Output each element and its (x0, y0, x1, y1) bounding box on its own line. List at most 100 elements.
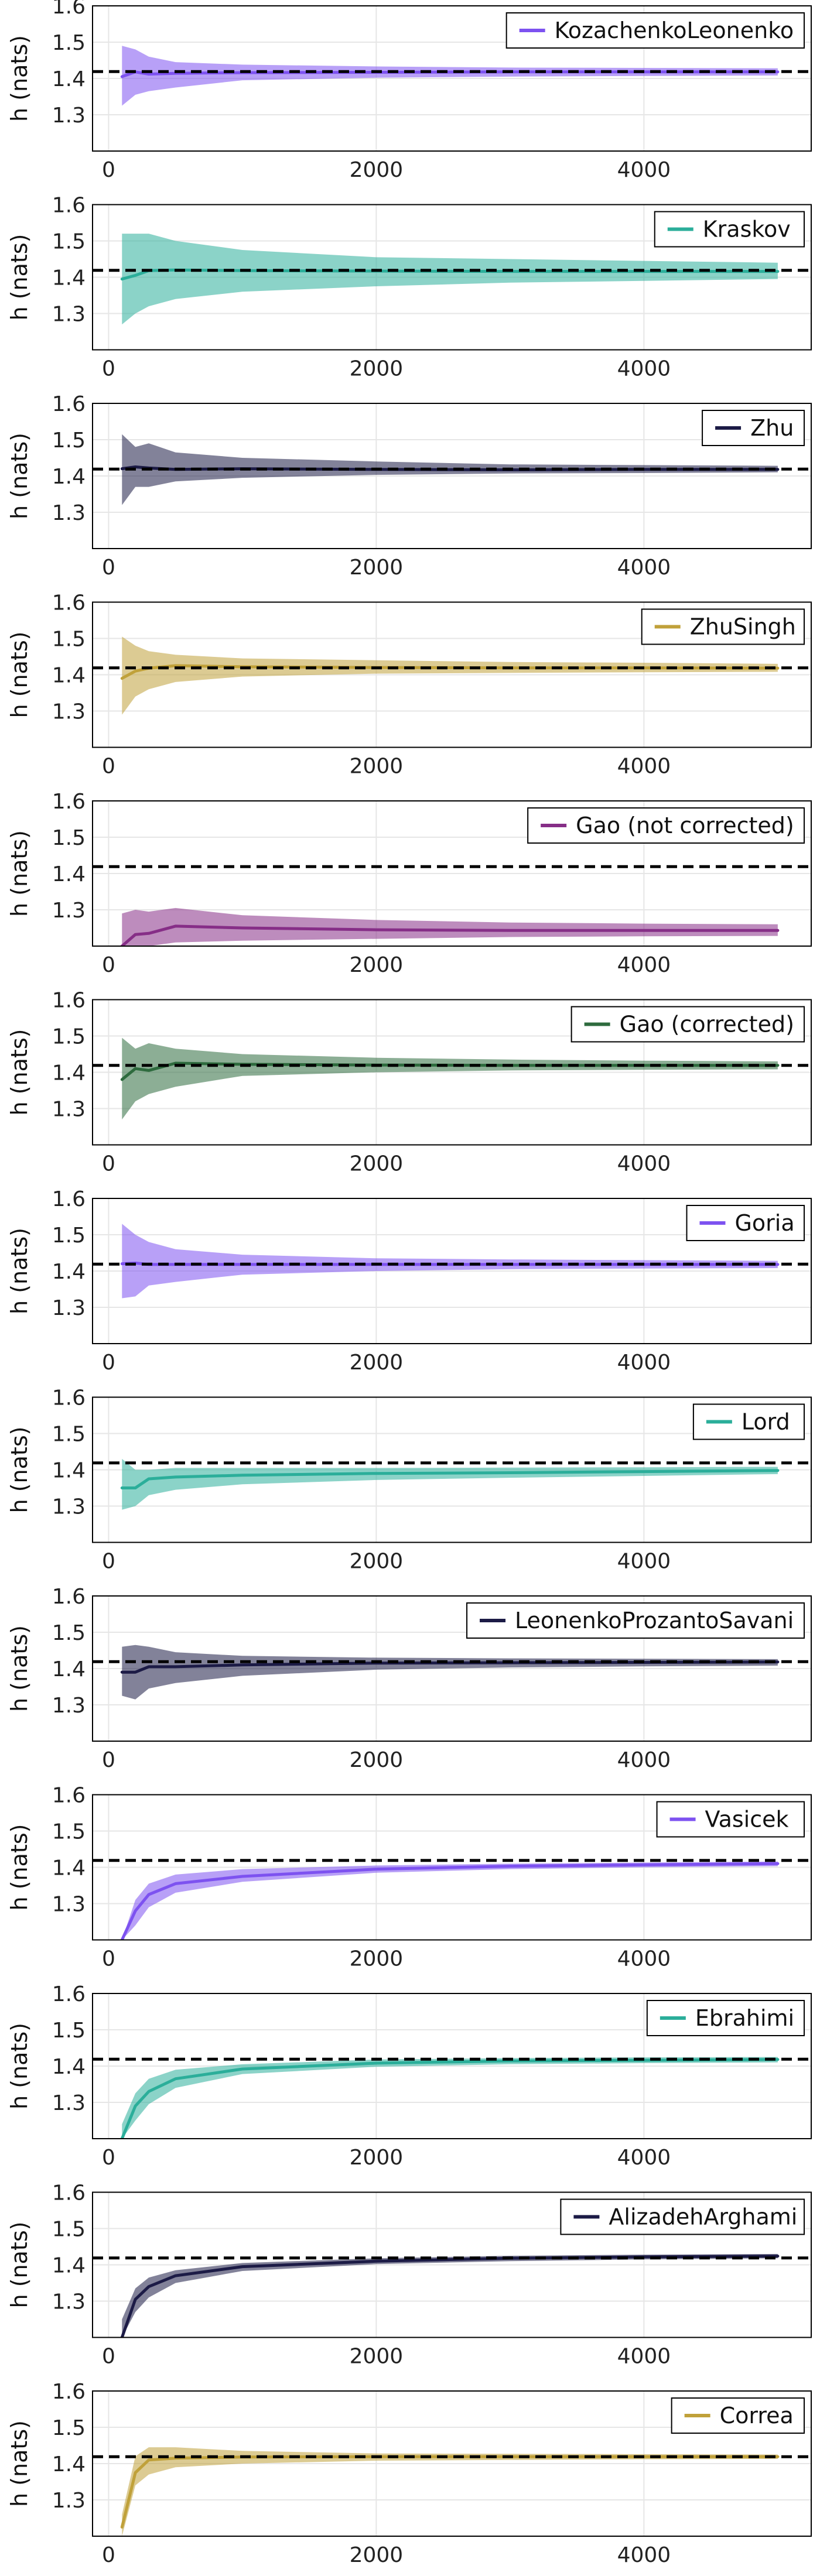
y-tick-label: 1.6 (52, 1187, 86, 1211)
y-tick-label: 1.3 (52, 501, 86, 525)
mean-data-point (241, 2067, 244, 2071)
plot-contents (120, 1458, 780, 1510)
mean-series-line (120, 2058, 780, 2139)
y-tick-label: 1.5 (52, 628, 86, 652)
y-tick-label: 1.6 (52, 591, 86, 615)
legend: Correa (671, 2397, 805, 2434)
x-tick-label: 2000 (350, 1351, 404, 1375)
confidence-band (122, 234, 778, 325)
x-tick-label: 0 (102, 357, 115, 381)
x-tick-label: 4000 (617, 2146, 671, 2170)
x-tick-label: 0 (102, 953, 115, 977)
legend: Gao (not corrected) (527, 807, 805, 844)
confidence-band (122, 1645, 778, 1700)
axes-frame (92, 2191, 812, 2338)
mean-data-point (120, 677, 124, 680)
confidence-band (122, 1224, 778, 1299)
legend-label: Zhu (750, 415, 794, 441)
legend-label: ZhuSingh (690, 614, 796, 640)
y-tick-label: 1.5 (52, 429, 86, 453)
chart-panel-9: 1.3 1.4 1.5 1.6 0 2000 4000 h (nats) LeonenkoPro… (6, 1585, 812, 1772)
mean-data-point (147, 1893, 151, 1896)
axes-frame (92, 1993, 812, 2139)
y-tick-label: 1.4 (52, 1657, 86, 1681)
x-tick-label: 2000 (350, 2345, 404, 2369)
plot-contents (120, 907, 780, 946)
legend-label: Gao (not corrected) (576, 813, 794, 838)
x-tick-label: 2000 (350, 1152, 404, 1176)
x-tick-label: 4000 (617, 755, 671, 779)
y-tick-label: 1.6 (52, 0, 86, 19)
y-axis-label: h (nats) (6, 35, 32, 122)
chart-panel-6: 1.3 1.4 1.5 1.6 0 2000 4000 h (nats) Gao (correc… (6, 989, 812, 1176)
mean-data-point (134, 2471, 137, 2475)
x-tick-label: 2000 (350, 556, 404, 580)
y-tick-label: 1.5 (52, 1025, 86, 1049)
legend-box (527, 807, 805, 844)
y-axis-label: h (nats) (6, 2023, 32, 2109)
x-tick-label: 0 (102, 2345, 115, 2369)
x-tick-label: 4000 (617, 357, 671, 381)
y-axis-label: h (nats) (6, 1625, 32, 1712)
x-tick-label: 0 (102, 1351, 115, 1375)
x-tick-label: 0 (102, 1947, 115, 1971)
x-tick-label: 4000 (617, 1550, 671, 1574)
legend-label: Vasicek (705, 1807, 789, 1832)
chart-panel-13: 1.3 1.4 1.5 1.6 0 2000 4000 h (nats) Correa (6, 2380, 812, 2567)
x-tick-label: 0 (102, 1152, 115, 1176)
legend: Goria (686, 1205, 805, 1241)
mean-data-point (241, 1663, 244, 1667)
y-tick-label: 1.4 (52, 2452, 86, 2476)
confidence-band (122, 907, 778, 946)
y-tick-label: 1.6 (52, 790, 86, 814)
legend: Vasicek (656, 1801, 805, 1838)
x-tick-label: 4000 (617, 158, 671, 182)
mean-data-point (147, 2285, 151, 2289)
legend: Lord (692, 1403, 805, 1440)
mean-series-line (120, 2255, 780, 2338)
y-tick-label: 1.3 (52, 1495, 86, 1519)
mean-data-point (241, 926, 244, 930)
y-tick-label: 1.4 (52, 862, 86, 886)
y-tick-label: 1.4 (52, 664, 86, 688)
confidence-band (122, 636, 778, 715)
y-tick-label: 1.6 (52, 1386, 86, 1410)
mean-data-point (120, 75, 124, 78)
y-tick-label: 1.3 (52, 1296, 86, 1320)
mean-data-point (776, 2255, 780, 2258)
mean-data-point (508, 929, 512, 932)
plot-contents (120, 1645, 780, 1700)
legend-label: AlizadehArghami (609, 2204, 797, 2230)
y-axis-label: h (nats) (6, 1427, 32, 1513)
y-tick-label: 1.3 (52, 2091, 86, 2115)
x-tick-label: 4000 (617, 953, 671, 977)
mean-data-point (147, 2089, 151, 2093)
confidence-band (122, 1037, 778, 1120)
mean-data-point (147, 2458, 151, 2462)
x-tick-label: 2000 (350, 2543, 404, 2567)
y-tick-label: 1.5 (52, 1621, 86, 1645)
mean-data-point (174, 1882, 177, 1885)
y-tick-label: 1.3 (52, 2489, 86, 2513)
y-tick-label: 1.6 (52, 1982, 86, 2006)
mean-data-point (174, 1665, 177, 1669)
chart-panel-10: 1.3 1.4 1.5 1.6 0 2000 4000 h (nats) Vasicek (6, 1784, 812, 1971)
y-tick-label: 1.5 (52, 2218, 86, 2242)
y-tick-label: 1.5 (52, 2019, 86, 2043)
y-tick-label: 1.4 (52, 2254, 86, 2278)
mean-data-point (147, 1068, 151, 1072)
x-tick-label: 2000 (350, 2146, 404, 2170)
legend-label: KozachenkoLeonenko (555, 18, 794, 43)
mean-data-point (642, 1470, 645, 1474)
mean-data-point (134, 2104, 137, 2108)
mean-data-point (134, 2297, 137, 2301)
mean-data-point (241, 1474, 244, 1477)
mean-series-line (120, 1862, 780, 1940)
mean-data-point (174, 1475, 177, 1479)
mean-data-point (134, 1486, 137, 1490)
y-tick-label: 1.3 (52, 899, 86, 923)
y-tick-label: 1.5 (52, 230, 86, 254)
mean-data-point (642, 929, 645, 932)
mean-data-point (241, 1875, 244, 1878)
chart-panel-3: 1.3 1.4 1.5 1.6 0 2000 4000 h (nats) Zhu (6, 392, 812, 580)
